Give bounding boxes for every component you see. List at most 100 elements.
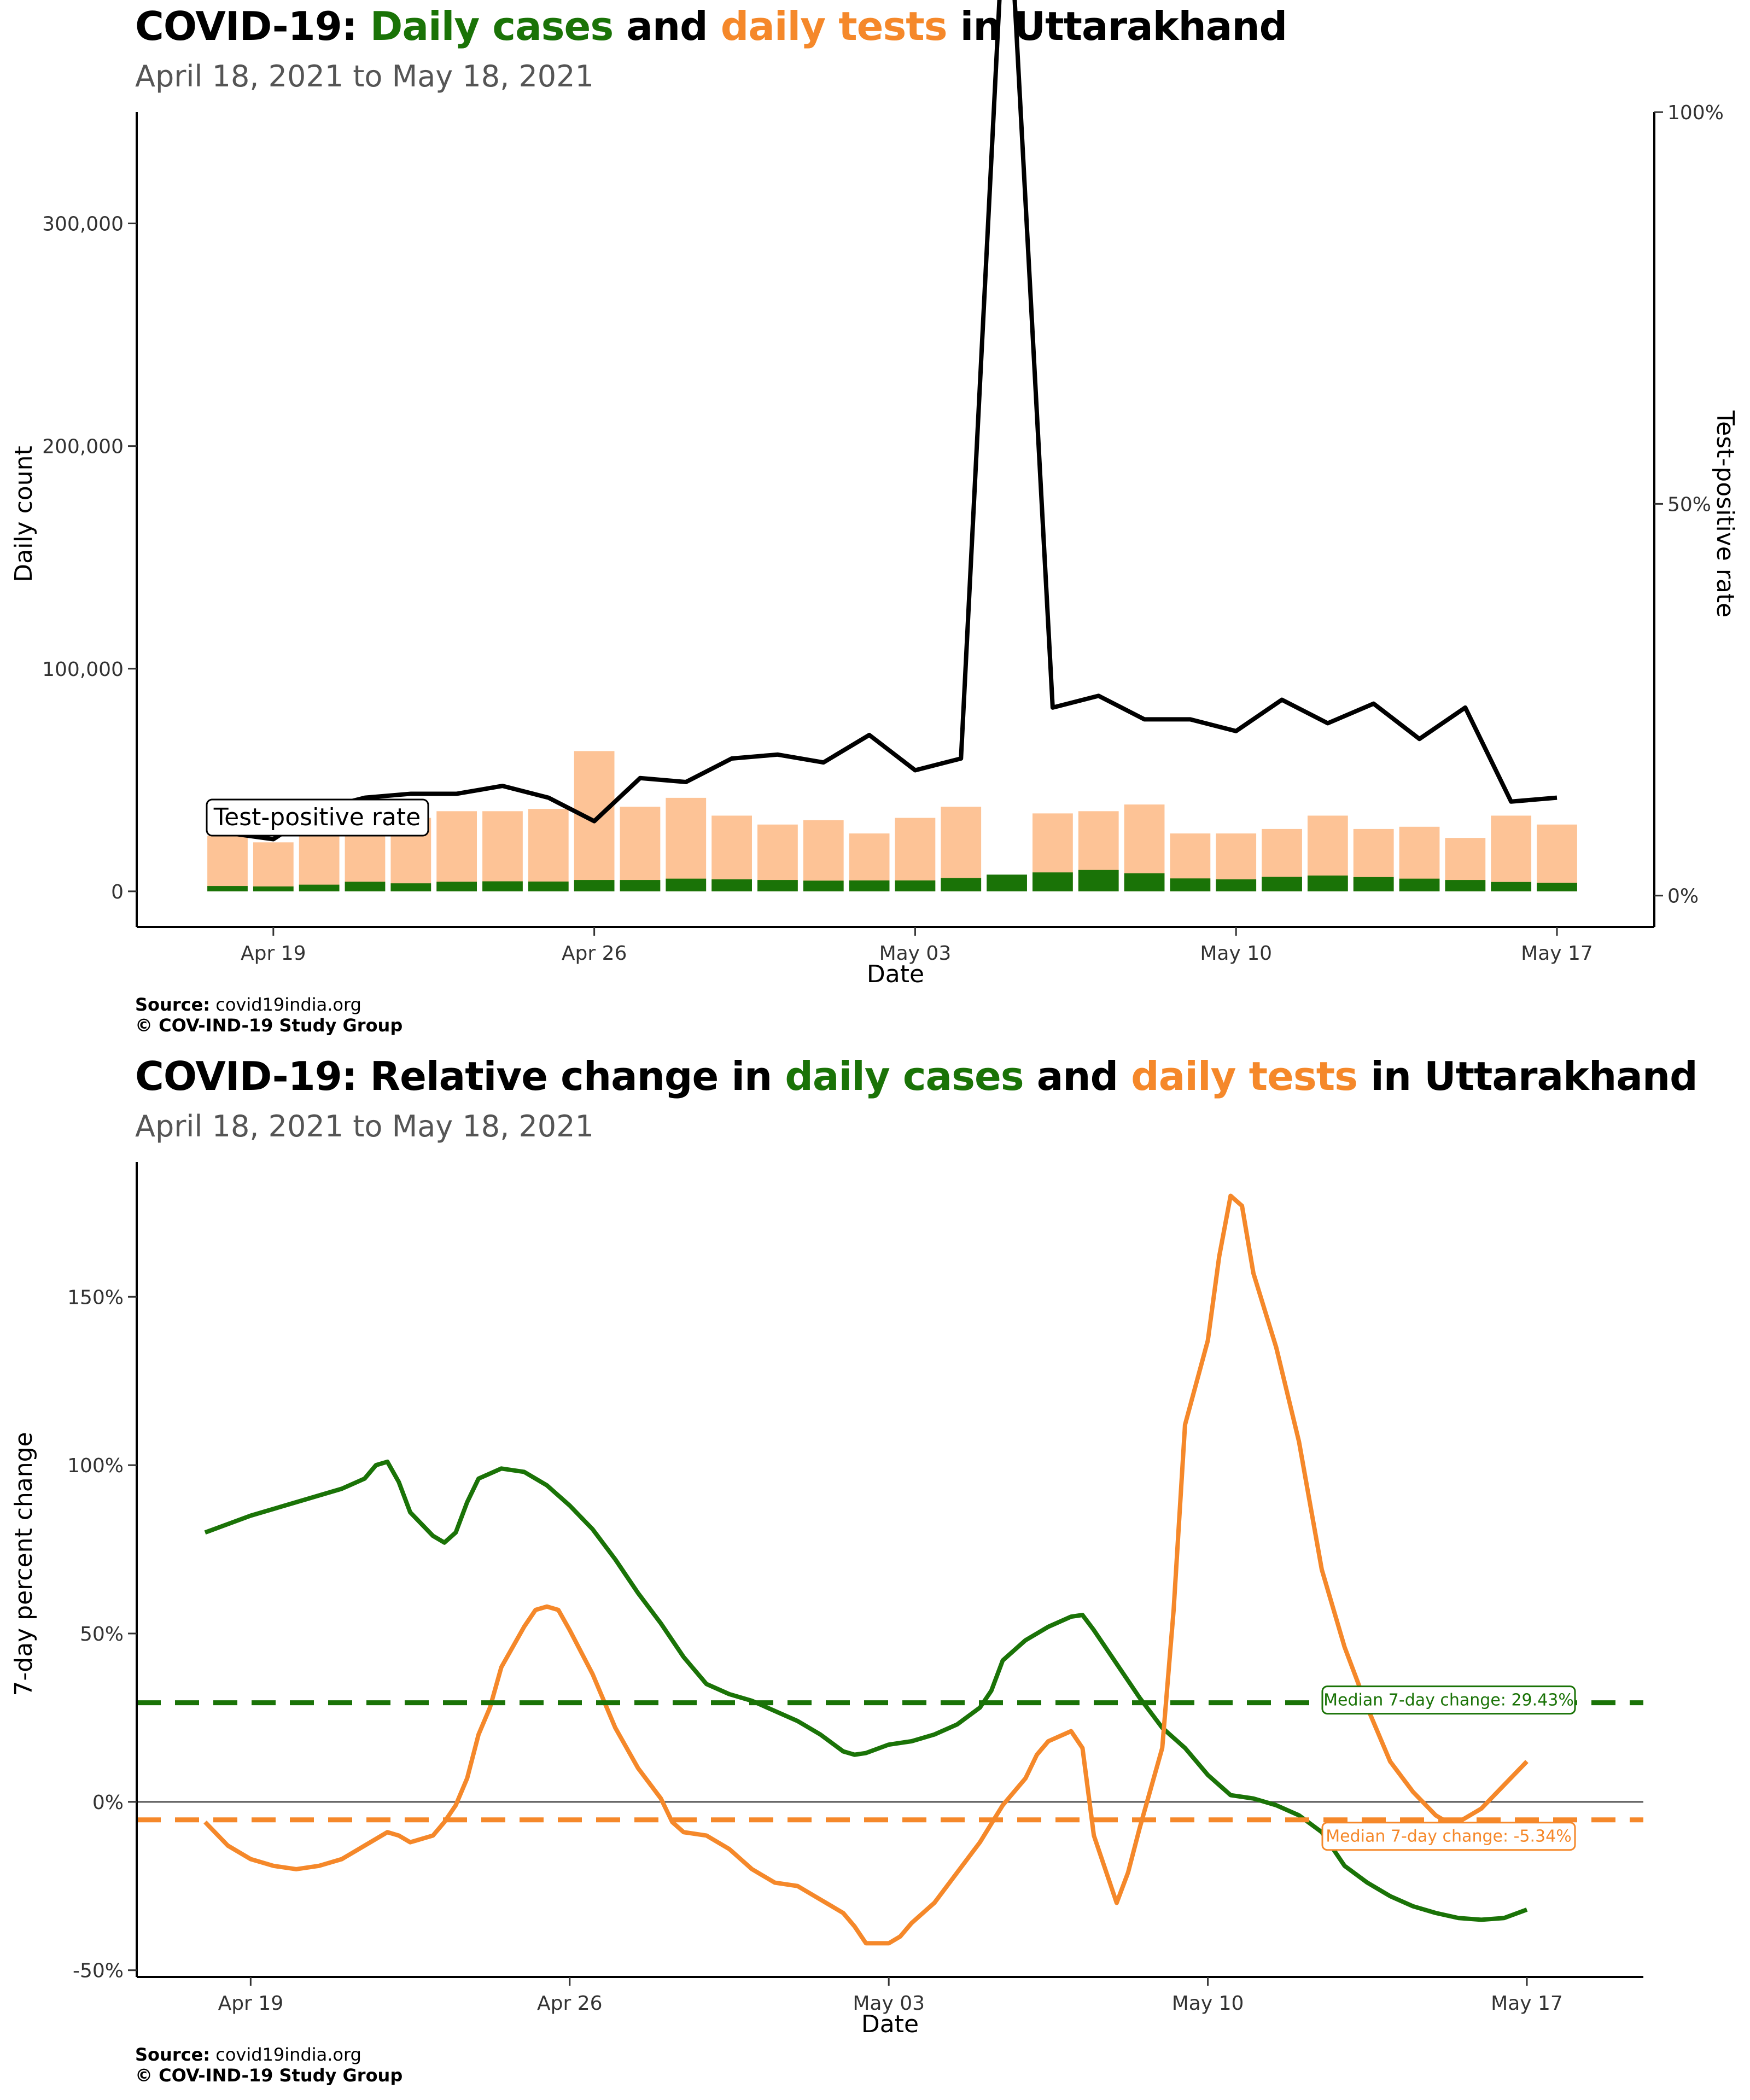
cases-bar: [1170, 878, 1211, 891]
y-tick-label: 100%: [67, 1455, 124, 1477]
x-tick-label: Apr 26: [537, 1992, 603, 2015]
median-label-box: [1321, 1822, 1576, 1851]
x-tick-label: May 10: [1200, 942, 1272, 965]
y-tick-label: 50%: [80, 1623, 124, 1646]
tpr-annotation-label: Test-positive rate: [213, 803, 421, 831]
cases-bar: [1307, 875, 1348, 891]
cases-bar: [711, 879, 752, 891]
source-value: covid19india.org: [210, 2044, 361, 2065]
y-right-tick-label: 100%: [1667, 102, 1724, 124]
tests-bar: [436, 811, 477, 891]
median-label: Median 7-day change: 29.43%: [1323, 1691, 1574, 1710]
cases-bar: [1353, 877, 1394, 891]
x-axis-title: Date: [861, 2010, 919, 2038]
tests-bar: [803, 820, 844, 891]
cases-bar: [482, 881, 523, 891]
x-tick-label: May 10: [1172, 1992, 1244, 2015]
cases-bar: [436, 882, 477, 891]
x-tick-label: Apr 19: [218, 1992, 284, 2015]
cases-bar: [299, 884, 340, 891]
x-tick-label: May 17: [1491, 1992, 1563, 2015]
tests-bar: [207, 836, 248, 891]
tests-bar: [299, 826, 340, 891]
title-part: COVID-19:: [135, 3, 370, 49]
y-tick-label: 300,000: [42, 213, 124, 236]
title-part: and: [1023, 1053, 1131, 1099]
title-tests-highlight: daily tests: [720, 3, 948, 49]
tests-bar: [1537, 824, 1577, 891]
x-tick-label: May 17: [1521, 942, 1593, 965]
cases-bar: [528, 881, 569, 891]
test-positive-rate-line: [227, 0, 1558, 842]
y-axis-title: 7-day percent change: [10, 1432, 38, 1696]
title-cases-highlight: Daily cases: [370, 3, 614, 49]
source-note: Source: covid19india.org © COV-IND-19 St…: [135, 994, 402, 1036]
cases-bar: [574, 880, 615, 891]
cases-bar: [757, 880, 798, 891]
cases-bar: [1032, 872, 1073, 891]
cases-bar: [1216, 879, 1257, 891]
cases-bar: [390, 883, 431, 891]
cases-bar: [253, 886, 294, 891]
y-tick-label: -50%: [73, 1960, 124, 1982]
cases-bar: [1399, 878, 1440, 891]
source-label: Source:: [135, 2044, 211, 2065]
chart-subtitle: April 18, 2021 to May 18, 2021: [135, 59, 594, 94]
cases-bar: [1537, 883, 1577, 891]
tests-change-line: [203, 1193, 1529, 1946]
tests-bar: [1491, 815, 1532, 891]
tests-bar: [620, 807, 661, 891]
cases-bar: [345, 882, 386, 891]
title-part: in Uttarakhand: [1357, 1053, 1698, 1099]
y-tick-label: 0: [111, 881, 124, 903]
relative-change-chart: COVID-19: Relative change in daily cases…: [0, 1050, 1750, 2100]
y-axis-title: Daily count: [10, 446, 38, 582]
daily-cases-tests-chart: COVID-19: Daily cases and daily tests in…: [10, 0, 1739, 1036]
title-cases-highlight: daily cases: [785, 1053, 1024, 1099]
cases-bar: [666, 878, 707, 891]
title-part: and: [613, 3, 721, 49]
copyright: © COV-IND-19 Study Group: [135, 1015, 403, 1036]
cases-bar: [849, 880, 890, 891]
tests-bar: [666, 797, 707, 891]
tests-bar: [482, 811, 523, 891]
cases-bar: [895, 880, 936, 891]
tests-bar: [895, 818, 936, 891]
cases-change-line: [204, 1459, 1528, 1922]
x-tick-label: Apr 26: [562, 942, 627, 965]
tpr-annotation-box: [206, 798, 429, 837]
title-tests-highlight: daily tests: [1131, 1053, 1358, 1099]
tests-bar: [528, 809, 569, 891]
tests-bar: [941, 807, 982, 891]
title-part: COVID-19: Relative change in: [135, 1053, 785, 1099]
y-tick-label: 100,000: [42, 658, 124, 681]
median-label-box: [1321, 1685, 1576, 1715]
cases-bar: [1124, 873, 1165, 891]
chart-title: COVID-19: Relative change in daily cases…: [135, 1053, 1698, 1099]
cases-bar: [1262, 877, 1302, 891]
tests-bar: [711, 815, 752, 891]
chart-subtitle: April 18, 2021 to May 18, 2021: [135, 1109, 594, 1144]
chart-plot-area: Median 7-day change: 29.43% Median 7-day …: [10, 1162, 1643, 2038]
x-tick-label: Apr 19: [241, 942, 306, 965]
cases-bar: [803, 880, 844, 891]
tests-bar: [253, 842, 294, 891]
cases-bar: [620, 880, 661, 891]
cases-bar: [1445, 880, 1486, 891]
cases-bar: [1078, 870, 1119, 891]
y-tick-label: 200,000: [42, 436, 124, 458]
y-right-axis-title: Test-positive rate: [1711, 410, 1739, 617]
copyright: © COV-IND-19 Study Group: [135, 2065, 403, 2086]
x-tick-label: May 03: [879, 942, 952, 965]
chart-plot-area: Test-positive rate 0 100,000 200,000 300,000…: [10, 0, 1739, 988]
x-tick-label: May 03: [853, 1992, 925, 2015]
source-note: Source: covid19india.org © COV-IND-19 St…: [135, 2044, 402, 2086]
source-value: covid19india.org: [210, 994, 361, 1015]
y-tick-label: 0%: [92, 1792, 124, 1814]
cases-bar: [941, 878, 982, 891]
y-right-tick-label: 50%: [1667, 493, 1711, 516]
source-label: Source:: [135, 994, 211, 1015]
x-axis-title: Date: [867, 960, 924, 988]
y-right-tick-label: 0%: [1667, 885, 1699, 908]
cases-bar: [987, 874, 1027, 891]
